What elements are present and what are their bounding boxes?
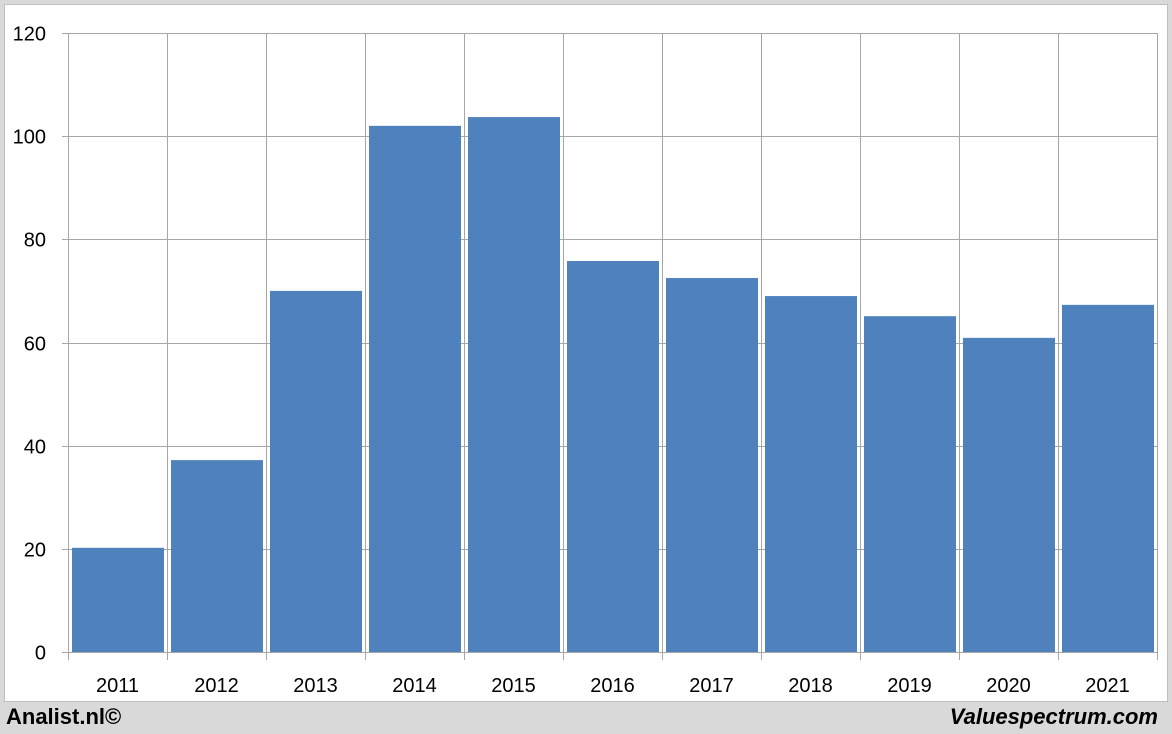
x-tick-label: 2011 [96,675,139,697]
bar-2017 [666,278,758,652]
x-tick-label: 2012 [194,675,239,697]
bar-2013 [270,290,362,652]
x-tick-label: 2015 [491,675,536,697]
y-tick-label: 60 [24,334,46,356]
bar-2020 [963,337,1055,652]
bar-2015 [468,117,560,653]
y-tick-label: 120 [13,24,46,46]
y-tick-label: 80 [24,230,46,252]
bar-2016 [567,260,659,652]
y-tick-label: 20 [24,540,46,562]
x-tick-label: 2018 [788,675,833,697]
footer-right-credit: Valuespectrum.com [949,704,1158,729]
x-tick-label: 2014 [392,675,437,697]
bar-2019 [864,316,956,652]
bar-2021 [1062,304,1154,652]
x-tick-label: 2016 [590,675,635,697]
y-tick-label: 100 [13,127,46,149]
y-tick-label: 0 [35,643,46,665]
x-tick-label: 2013 [293,675,338,697]
footer-left-credit: Analist.nl© [6,704,122,729]
y-tick-label: 40 [24,437,46,459]
x-tick-label: 2019 [887,675,932,697]
x-tick-label: 2017 [689,675,734,697]
bar-2014 [369,125,461,653]
bar-2012 [171,460,263,652]
x-tick-label: 2021 [1085,675,1130,697]
bar-2011 [72,547,164,652]
bar-2018 [765,296,857,652]
x-tick-label: 2020 [986,675,1031,697]
